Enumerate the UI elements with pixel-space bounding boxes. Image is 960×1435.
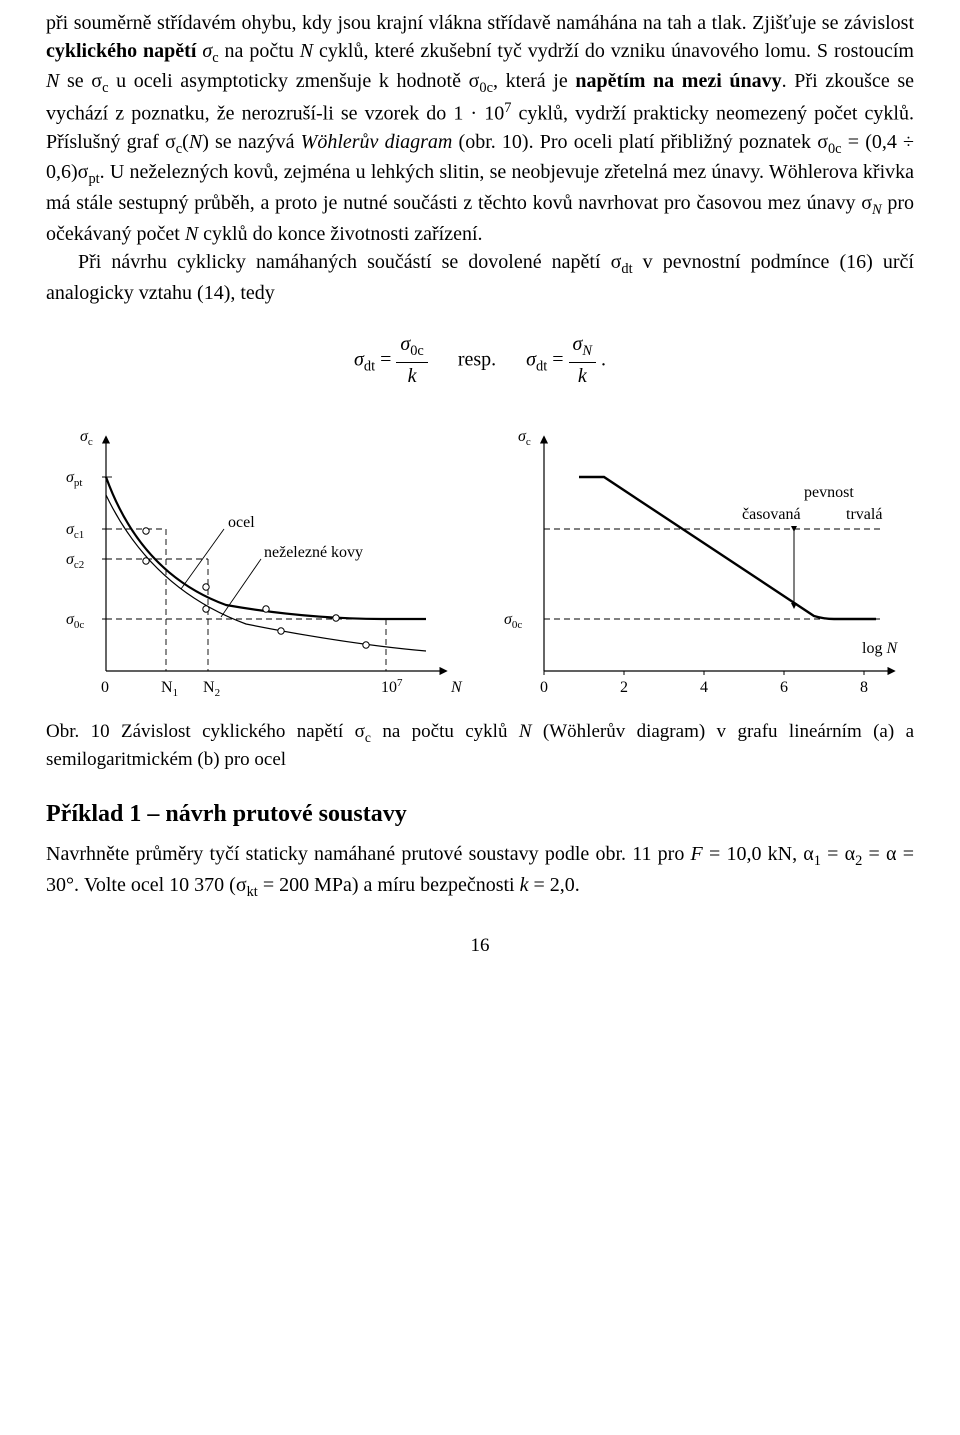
svg-text:σc: σc — [518, 428, 531, 448]
svg-text:2: 2 — [620, 679, 628, 696]
text-italic: Wöhlerův diagram — [301, 131, 453, 153]
text-bold: napětím na mezi únavy — [575, 70, 781, 92]
text: F — [691, 843, 703, 865]
text: se σ — [59, 70, 102, 92]
body-paragraph-2: Při návrhu cyklicky namáhaných součástí … — [46, 249, 914, 307]
subscript: N — [872, 202, 882, 218]
text: Obr. 10 Závislost cyklického napětí σ — [46, 721, 365, 742]
svg-text:0: 0 — [101, 679, 109, 696]
figure-caption: Obr. 10 Závislost cyklického napětí σc n… — [46, 719, 914, 774]
svg-text:107: 107 — [381, 677, 403, 696]
eq-den: k — [569, 363, 596, 391]
text: , která je — [493, 70, 575, 92]
text: σ — [196, 40, 212, 62]
subscript: N — [582, 343, 592, 359]
text: N — [189, 131, 202, 153]
svg-text:8: 8 — [860, 679, 868, 696]
page-number: 16 — [46, 933, 914, 959]
svg-text:trvalá: trvalá — [846, 506, 882, 523]
subscript: dt — [364, 359, 375, 375]
svg-text:σc2: σc2 — [66, 551, 84, 571]
svg-text:log N: log N — [862, 640, 898, 657]
text: . U neželezných kovů, zejména u lehkých … — [46, 161, 914, 214]
text: při souměrně střídavém ohybu, kdy jsou k… — [46, 12, 914, 34]
subscript: dt — [536, 359, 547, 375]
svg-text:σ0c: σ0c — [504, 611, 522, 631]
eq-den: k — [396, 363, 427, 391]
subscript: 0c — [410, 343, 424, 359]
eq-num: σ — [400, 333, 410, 355]
eq-num: σ — [573, 333, 583, 355]
eq-tail: . — [596, 349, 606, 371]
text: N — [46, 70, 59, 92]
svg-text:ocel: ocel — [228, 514, 255, 531]
text: Při návrhu cyklicky namáhaných součástí … — [78, 251, 621, 273]
text: ( — [182, 131, 189, 153]
text: (obr. 10). Pro oceli platí přibližný poz… — [452, 131, 828, 153]
eq-resp: resp. — [458, 349, 496, 371]
svg-text:neželezné kovy: neželezné kovy — [264, 544, 363, 561]
text: cyklů do konce životnosti zařízení. — [198, 223, 482, 245]
exercise-paragraph: Navrhněte průměry tyčí staticky namáhané… — [46, 841, 914, 903]
eq-eq: = — [547, 349, 568, 371]
svg-text:σpt: σpt — [66, 469, 82, 489]
subscript: pt — [88, 171, 99, 187]
fraction: σ0c k — [396, 331, 427, 390]
svg-text:pevnost: pevnost — [804, 484, 854, 501]
figure-b: σc σ0c pevnostčasovaná trvalá 0 2 4 6 8 log N — [484, 419, 914, 709]
text: na počtu cyklů — [371, 721, 519, 742]
wohler-semilog-chart: σc σ0c pevnostčasovaná trvalá 0 2 4 6 8 log N — [484, 419, 914, 709]
subscript: 1 — [814, 853, 821, 869]
eq-eq: = — [375, 349, 396, 371]
text: = α — [821, 843, 855, 865]
text: N — [185, 223, 198, 245]
subscript: dt — [621, 261, 632, 277]
subscript: 0c — [828, 141, 842, 157]
svg-text:0: 0 — [540, 679, 548, 696]
text: = 10,0 kN, α — [703, 843, 814, 865]
svg-text:6: 6 — [780, 679, 788, 696]
text: ) se nazývá — [202, 131, 300, 153]
svg-text:N: N — [450, 679, 463, 696]
equation-line: σdt = σ0ck resp. σdt = σNk . — [46, 331, 914, 390]
text-bold: cyklického napětí — [46, 40, 196, 62]
section-heading: Příklad 1 – návrh prutové soustavy — [46, 798, 914, 831]
svg-text:N2: N2 — [203, 679, 220, 699]
eq-sigma: σ — [526, 349, 536, 371]
svg-text:σ0c: σ0c — [66, 611, 84, 631]
text: na počtu — [219, 40, 300, 62]
text: N — [519, 721, 532, 742]
subscript: 0c — [479, 80, 493, 96]
text: u oceli asymptoticky zmenšuje k hodnotě … — [108, 70, 479, 92]
eq-sigma: σ — [354, 349, 364, 371]
figure-row: σcσptσc1σc2σ0cocelneželezné kovy0N1N2107… — [46, 419, 914, 709]
svg-text:4: 4 — [700, 679, 708, 696]
text: Navrhněte průměry tyčí staticky namáhané… — [46, 843, 691, 865]
svg-text:σc: σc — [80, 428, 93, 448]
wohler-linear-chart: σc σpt σc1 σc2 σ0c ocel neželezné kovy 0 N1 N2 107… — [46, 419, 476, 709]
text: N — [300, 40, 313, 62]
svg-text:σc1: σc1 — [66, 521, 84, 541]
fraction: σNk — [569, 331, 596, 390]
figure-a: σc σpt σc1 σc2 σ0c ocel neželezné kovy 0 N1 N2 107… — [46, 419, 476, 709]
body-paragraph-1: při souměrně střídavém ohybu, kdy jsou k… — [46, 10, 914, 249]
svg-text:N1: N1 — [161, 679, 178, 699]
svg-text:časovaná: časovaná — [742, 506, 801, 523]
text: cyklů, které zkušební tyč vydrží do vzni… — [313, 40, 914, 62]
subscript: kt — [247, 884, 258, 900]
text: = 2,0. — [528, 874, 579, 896]
text: = 200 MPa) a míru bezpečnosti — [258, 874, 520, 896]
